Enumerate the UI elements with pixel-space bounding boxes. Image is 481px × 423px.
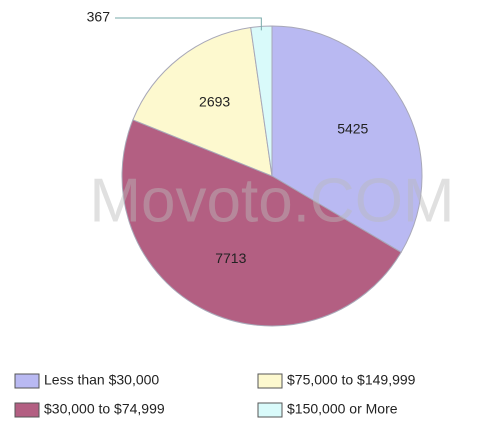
legend-label: Less than $30,000 bbox=[44, 372, 159, 388]
pie-slice bbox=[121, 119, 402, 327]
data-label: 2693 bbox=[199, 94, 230, 110]
watermark: Movoto.COM bbox=[89, 166, 454, 235]
legend-swatch bbox=[257, 373, 283, 389]
legend-label: $75,000 to $149,999 bbox=[287, 372, 416, 388]
legend-label: $150,000 or More bbox=[287, 401, 398, 417]
legend-swatch bbox=[14, 402, 40, 418]
data-label: 5425 bbox=[337, 121, 368, 137]
legend-label: $30,000 to $74,999 bbox=[44, 401, 165, 417]
data-label: 367 bbox=[87, 9, 111, 25]
pie-slice bbox=[132, 26, 273, 177]
legend-swatch bbox=[14, 373, 40, 389]
pie-slice bbox=[271, 25, 423, 253]
leader-line bbox=[115, 17, 262, 31]
legend-swatch bbox=[257, 402, 283, 418]
data-label: 7713 bbox=[215, 250, 246, 266]
